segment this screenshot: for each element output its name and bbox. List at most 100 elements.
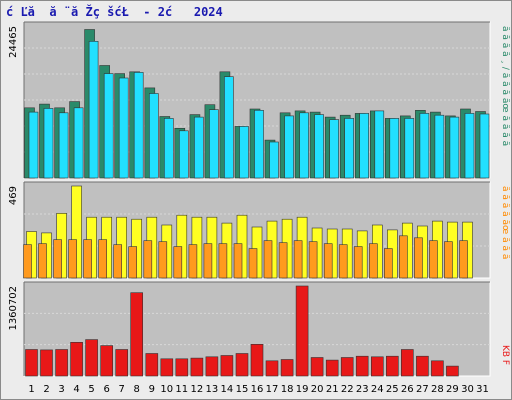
bar-bytes [340,357,354,377]
bar-bytes [115,349,128,377]
chart-title: ć Ľă ă ¨ă Žç šćŁ - 2ć 2024 [6,5,223,19]
right-legend-middle: ă ă ă ă ăœ ă ă ă [500,186,510,259]
bar-hits-orange [23,244,32,279]
bar-bytes [355,355,369,377]
bar-visits-light [179,130,189,179]
bar-visits-light [449,116,460,179]
bar-hits-orange [143,240,153,279]
bar-bytes [40,349,53,377]
bar-bytes [280,359,294,377]
bar-hits-orange [323,243,333,279]
bar-visits-light [73,107,84,179]
bar-visits-light [314,114,324,179]
bar-hits-orange [444,241,453,279]
bar-visits-light [28,111,39,179]
right-legend-bottom: KB F [500,345,510,365]
bar-hits-orange [128,246,137,279]
day-label: 8 [134,384,140,395]
bar-bytes [265,360,279,377]
bar-bytes [145,353,159,377]
bar-visits-light [299,112,309,179]
bar-hits-orange [233,243,243,279]
bar-visits-light [359,113,370,179]
day-label: 4 [73,384,79,395]
bar-hits-orange [383,248,393,279]
day-label: 24 [371,384,384,395]
bar-visits-light [269,141,279,179]
bar-hits-orange [158,241,168,279]
bar-hits-orange [429,240,438,279]
bar-hits-orange [248,248,258,279]
day-label: 19 [296,384,309,395]
day-label: 26 [401,384,414,395]
bar-bytes [175,358,189,377]
bar-visits-light [389,118,400,179]
bar-hits-orange [113,244,122,279]
bar-visits-light [344,118,355,179]
y-axis-max-label: 469 [8,186,19,205]
bar-bytes [446,365,459,377]
day-label: 13 [206,384,219,395]
bar-hits-orange [188,244,198,279]
bar-bytes [250,343,264,377]
bar-bytes [295,285,309,377]
bar-bytes [325,359,339,377]
bar-hits-orange [263,240,273,279]
bar-hits-orange [398,235,408,279]
bar-visits-light [374,110,385,179]
bar-bytes [190,357,204,377]
day-label: 9 [149,384,155,395]
bar-visits-light [434,114,445,179]
bar-visits-light [118,77,129,179]
bar-bytes [130,292,143,377]
bar-hits-orange [368,243,378,279]
day-label: 15 [236,384,249,395]
bar-visits-light [88,40,99,179]
day-label: 16 [251,384,264,395]
bar-visits-light [254,110,264,179]
bar-hits-orange [68,239,77,279]
day-label: 6 [104,384,110,395]
bar-bytes [310,357,324,377]
bar-hits-orange [293,240,303,279]
bar-bytes [160,358,174,377]
bar-visits-light [224,76,234,179]
bar-hits-orange [218,243,228,279]
day-label: 3 [58,384,64,395]
day-label: 2 [43,384,49,395]
bar-bytes [205,356,219,377]
day-label: 7 [119,384,125,395]
bar-bytes [25,349,38,377]
day-label: 30 [461,384,474,395]
right-legend-top: ă ă ă ă ¸ / ă ă ă ăœ ă ă ă ă [500,26,510,146]
bar-bytes [55,349,68,377]
bar-visits-light [149,93,159,179]
day-label: 20 [311,384,324,395]
day-label: 25 [386,384,399,395]
bar-hits-orange [53,239,62,279]
day-label: 27 [416,384,429,395]
bar-hits-orange [459,240,468,279]
bar-visits-light [239,126,249,179]
bar-bytes [385,355,399,377]
bar-hits-orange [338,244,348,279]
day-label: 11 [175,384,188,395]
day-label: 5 [88,384,94,395]
bar-visits-light [284,115,294,179]
bar-bytes [416,355,429,377]
day-label: 23 [356,384,369,395]
bar-hits-orange [173,246,183,279]
bar-hits-orange [278,242,288,279]
bar-hits-orange [203,243,213,279]
bar-bytes [370,356,384,377]
day-label: 28 [431,384,444,395]
bar-bytes [70,341,83,377]
day-label: 31 [476,384,489,395]
bar-visits-light [58,112,69,179]
day-label: 17 [266,384,279,395]
bar-bytes [85,339,98,377]
bar-visits-light [464,113,475,179]
bar-hits-orange [414,237,423,279]
bar-visits-light [329,119,340,179]
